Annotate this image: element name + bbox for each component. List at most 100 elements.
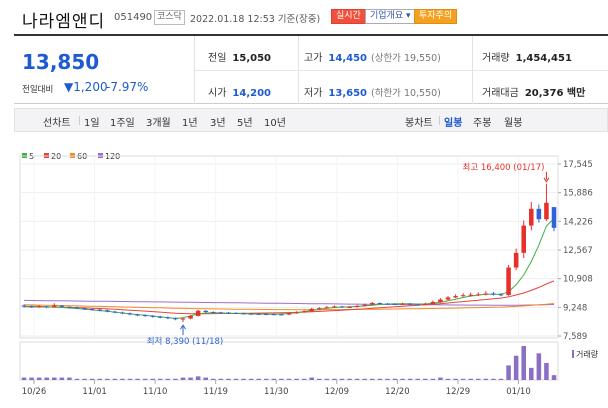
- candle-body: [347, 306, 352, 308]
- high-price: 고가 14,450 (상한가 19,550): [304, 53, 441, 64]
- candle-body: [105, 310, 110, 312]
- x-tick-label: 12/29: [446, 387, 471, 397]
- volume-bar: [120, 378, 125, 380]
- y-tick-label: 14,226: [563, 217, 593, 227]
- investment-warning-badge[interactable]: 투자주의: [414, 9, 458, 24]
- candle-body: [460, 295, 466, 297]
- tab-monthly[interactable]: 월봉: [504, 118, 523, 129]
- volume-bar: [150, 378, 155, 380]
- volume-bar: [430, 378, 436, 380]
- tab-separator: [439, 116, 440, 125]
- tab-10y[interactable]: 10년: [264, 118, 286, 129]
- volume-bar: [332, 378, 337, 380]
- low-annotation: 최저 8,390 (11/18): [147, 336, 224, 347]
- candle-body: [180, 318, 186, 320]
- candle-body: [498, 294, 504, 296]
- volume-bar: [271, 378, 277, 380]
- volume-bar: [211, 378, 216, 380]
- candle-body: [317, 308, 322, 310]
- volume-bar: [377, 378, 383, 380]
- candle-body: [392, 304, 398, 306]
- candle-body: [339, 306, 345, 308]
- candle-body: [59, 305, 65, 307]
- candle-body: [286, 313, 292, 315]
- volume-bar: [195, 376, 201, 380]
- candle-body: [423, 303, 428, 305]
- volume-bar: [286, 378, 292, 380]
- candle-body: [309, 308, 314, 312]
- candle-body: [377, 302, 383, 304]
- candle-body: [362, 304, 367, 306]
- tab-3m[interactable]: 3개월: [146, 118, 171, 129]
- candle-body: [188, 315, 193, 319]
- candle-body: [29, 306, 34, 308]
- volume-bar: [415, 378, 420, 380]
- tab-1w[interactable]: 1주일: [110, 118, 135, 129]
- candle-body: [248, 313, 254, 315]
- volume-bar: [218, 378, 224, 380]
- volume-bar: [544, 363, 549, 380]
- stock-code: 051490: [114, 12, 153, 23]
- candle-body: [301, 311, 307, 313]
- volume-bar: [551, 375, 557, 380]
- volume: 거래량 1,454,451: [482, 53, 572, 64]
- candle-body: [536, 208, 542, 220]
- candle-body: [211, 311, 216, 313]
- x-tick-label: 10/26: [22, 387, 47, 397]
- tab-3y[interactable]: 3년: [210, 118, 226, 129]
- divider: [194, 70, 608, 71]
- volume-bar: [74, 378, 80, 380]
- candle-body: [127, 313, 133, 315]
- volume-bar: [407, 378, 413, 380]
- high-annotation: 최고 16,400 (01/17): [463, 162, 545, 173]
- x-tick-label: 12/09: [325, 387, 350, 397]
- volume-bar: [400, 378, 405, 380]
- tab-5y[interactable]: 5년: [237, 118, 253, 129]
- candle-body: [438, 299, 443, 302]
- candle-body: [294, 312, 299, 314]
- change-percent: -7.97%: [106, 80, 149, 94]
- volume-bar: [158, 378, 163, 380]
- volume-bar: [233, 378, 239, 380]
- candle-body: [551, 207, 557, 228]
- tab-daily[interactable]: 일봉: [444, 118, 463, 129]
- volume-bar: [354, 378, 360, 380]
- candle-body: [74, 307, 80, 309]
- current-price: 13,850: [22, 50, 100, 74]
- candle-body: [112, 311, 118, 313]
- x-tick-label: 11/30: [264, 387, 289, 397]
- tab-weekly[interactable]: 주봉: [473, 118, 492, 129]
- candle-body: [445, 297, 451, 300]
- x-tick-label: 12/20: [385, 387, 410, 397]
- volume-bar: [279, 378, 284, 380]
- volume-bar: [476, 378, 481, 380]
- volume-bar: [127, 378, 133, 380]
- tab-line-chart[interactable]: 선차트: [43, 118, 71, 129]
- corp-overview-button[interactable]: 기업개요 ▾: [365, 9, 416, 24]
- x-tick-label: 11/19: [203, 387, 228, 397]
- candle-body: [89, 309, 95, 311]
- candle-body: [453, 296, 458, 298]
- high-arrow: [543, 177, 550, 183]
- candle-body: [226, 312, 231, 314]
- low-price: 저가 13,650 (하한가 10,550): [304, 88, 441, 99]
- candle-body: [529, 208, 534, 226]
- volume-bar: [438, 377, 443, 380]
- candle-body: [21, 305, 27, 307]
- volume-bar: [67, 377, 72, 380]
- tab-1d[interactable]: 1일: [84, 118, 100, 129]
- candle-body: [158, 316, 163, 318]
- candle-body: [354, 305, 360, 307]
- prev-close: 전일 15,050: [208, 53, 271, 64]
- volume-bar: [301, 378, 307, 380]
- candle-body: [241, 313, 246, 315]
- candle-body: [279, 314, 284, 316]
- volume-bar: [324, 378, 330, 380]
- tab-1y[interactable]: 1년: [182, 118, 198, 129]
- candle-body: [256, 313, 261, 315]
- volume-bar: [536, 353, 542, 380]
- volume-bar: [59, 377, 65, 380]
- candle-body: [430, 301, 436, 304]
- tab-candle-chart[interactable]: 봉차트: [405, 118, 433, 129]
